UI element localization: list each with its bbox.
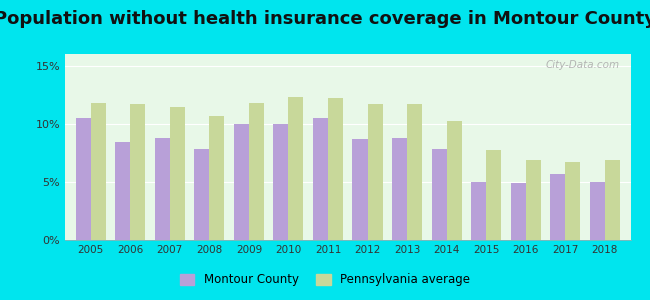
Bar: [432, 149, 447, 240]
Bar: [352, 139, 367, 240]
Legend: Montour County, Pennsylvania average: Montour County, Pennsylvania average: [176, 269, 474, 291]
Bar: [511, 183, 526, 240]
Bar: [209, 116, 224, 240]
Bar: [407, 104, 422, 240]
Bar: [194, 149, 209, 240]
Bar: [249, 103, 264, 240]
Bar: [130, 104, 146, 240]
Bar: [313, 118, 328, 240]
Bar: [289, 97, 304, 240]
Text: Population without health insurance coverage in Montour County: Population without health insurance cove…: [0, 11, 650, 28]
Bar: [604, 160, 620, 240]
Bar: [115, 142, 130, 240]
Bar: [91, 103, 106, 240]
Bar: [392, 138, 407, 240]
Bar: [75, 118, 91, 240]
Bar: [471, 182, 486, 240]
Bar: [566, 162, 580, 240]
Bar: [590, 182, 605, 240]
Bar: [486, 151, 501, 240]
Bar: [234, 124, 249, 240]
Bar: [550, 174, 566, 240]
Text: City-Data.com: City-Data.com: [545, 60, 619, 70]
Bar: [328, 98, 343, 240]
Bar: [367, 104, 383, 240]
Bar: [170, 107, 185, 240]
Bar: [526, 160, 541, 240]
Bar: [447, 122, 461, 240]
Bar: [274, 124, 289, 240]
Bar: [155, 138, 170, 240]
